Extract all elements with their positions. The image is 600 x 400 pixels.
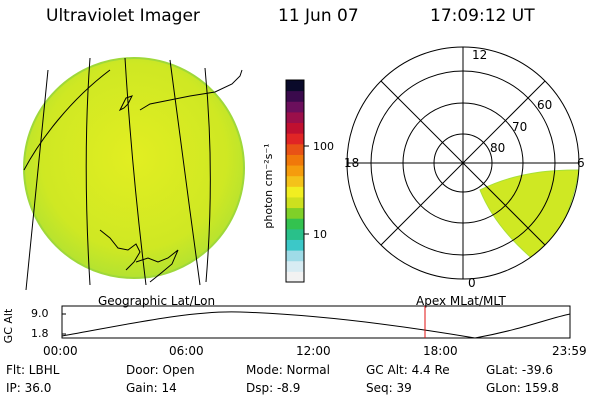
lat-label-70: 70 — [512, 120, 528, 134]
dsp-value: Dsp: -8.9 — [246, 381, 301, 395]
glon-value: GLon: 159.8 — [486, 381, 559, 395]
colorbar-cell — [286, 218, 304, 230]
alt-ylabel: GC Alt — [2, 308, 15, 344]
colorbar-cell — [286, 260, 304, 272]
alt-tick-1-8: 1.8 — [31, 327, 49, 340]
gc-alt-value: GC Alt: 4.4 Re — [366, 363, 450, 377]
mlt-label-12: 12 — [472, 48, 488, 62]
date-label: 11 Jun 07 — [278, 6, 359, 26]
colorbar-cell — [286, 207, 304, 219]
x-tick-1800: 18:00 — [423, 344, 458, 358]
colorbar-cell — [286, 90, 304, 102]
colorbar-cell — [286, 154, 304, 166]
colorbar-cell — [286, 111, 304, 124]
altitude-curve — [61, 311, 571, 339]
colorbar-cell — [286, 239, 304, 251]
apex-label: Apex MLat/MLT — [416, 294, 506, 308]
ip-value: IP: 36.0 — [6, 381, 52, 395]
mlt-label-6: 6 — [577, 156, 585, 170]
colorbar-cell — [286, 186, 304, 198]
x-tick-0600: 06:00 — [169, 344, 204, 358]
x-tick-1200: 12:00 — [296, 344, 331, 358]
mode-value: Mode: Normal — [246, 363, 330, 377]
door-value: Door: Open — [126, 363, 195, 377]
colorbar-cell — [286, 271, 304, 283]
lat-lon-grid — [23, 57, 211, 291]
mlt-label-18: 18 — [344, 156, 360, 170]
colorbar-cell — [286, 196, 304, 209]
colorbar-cell — [286, 133, 304, 145]
colorbar-tick-10: 10 — [313, 228, 327, 241]
colorbar-cell — [286, 175, 304, 187]
mlt-label-0: 0 — [468, 276, 476, 290]
time-label: 17:09:12 UT — [430, 6, 535, 26]
instrument-title: Ultraviolet Imager — [46, 6, 200, 26]
alt-tick-9: 9.0 — [31, 307, 49, 320]
x-tick-2359: 23:59 — [552, 344, 587, 358]
x-tick-0000: 00:00 — [43, 344, 78, 358]
colorbar-cell — [286, 122, 304, 134]
colorbar-cell — [286, 101, 304, 113]
gain-value: Gain: 14 — [126, 381, 177, 395]
coastlines — [99, 69, 243, 283]
polar-grid — [346, 46, 580, 280]
lat-label-80: 80 — [490, 141, 506, 155]
colorbar — [286, 80, 304, 283]
glat-value: GLat: -39.6 — [486, 363, 553, 377]
lat-label-60: 60 — [537, 98, 553, 112]
colorbar-cell — [286, 80, 304, 92]
geographic-label: Geographic Lat/Lon — [98, 294, 216, 308]
earth-disk — [23, 57, 245, 279]
colorbar-tick-100: 100 — [313, 140, 334, 153]
colorbar-cell — [286, 250, 304, 262]
colorbar-cell — [286, 165, 304, 177]
colorbar-cell — [286, 228, 304, 240]
flt-value: Flt: LBHL — [6, 363, 60, 377]
seq-value: Seq: 39 — [366, 381, 412, 395]
colorbar-cell — [286, 143, 304, 155]
